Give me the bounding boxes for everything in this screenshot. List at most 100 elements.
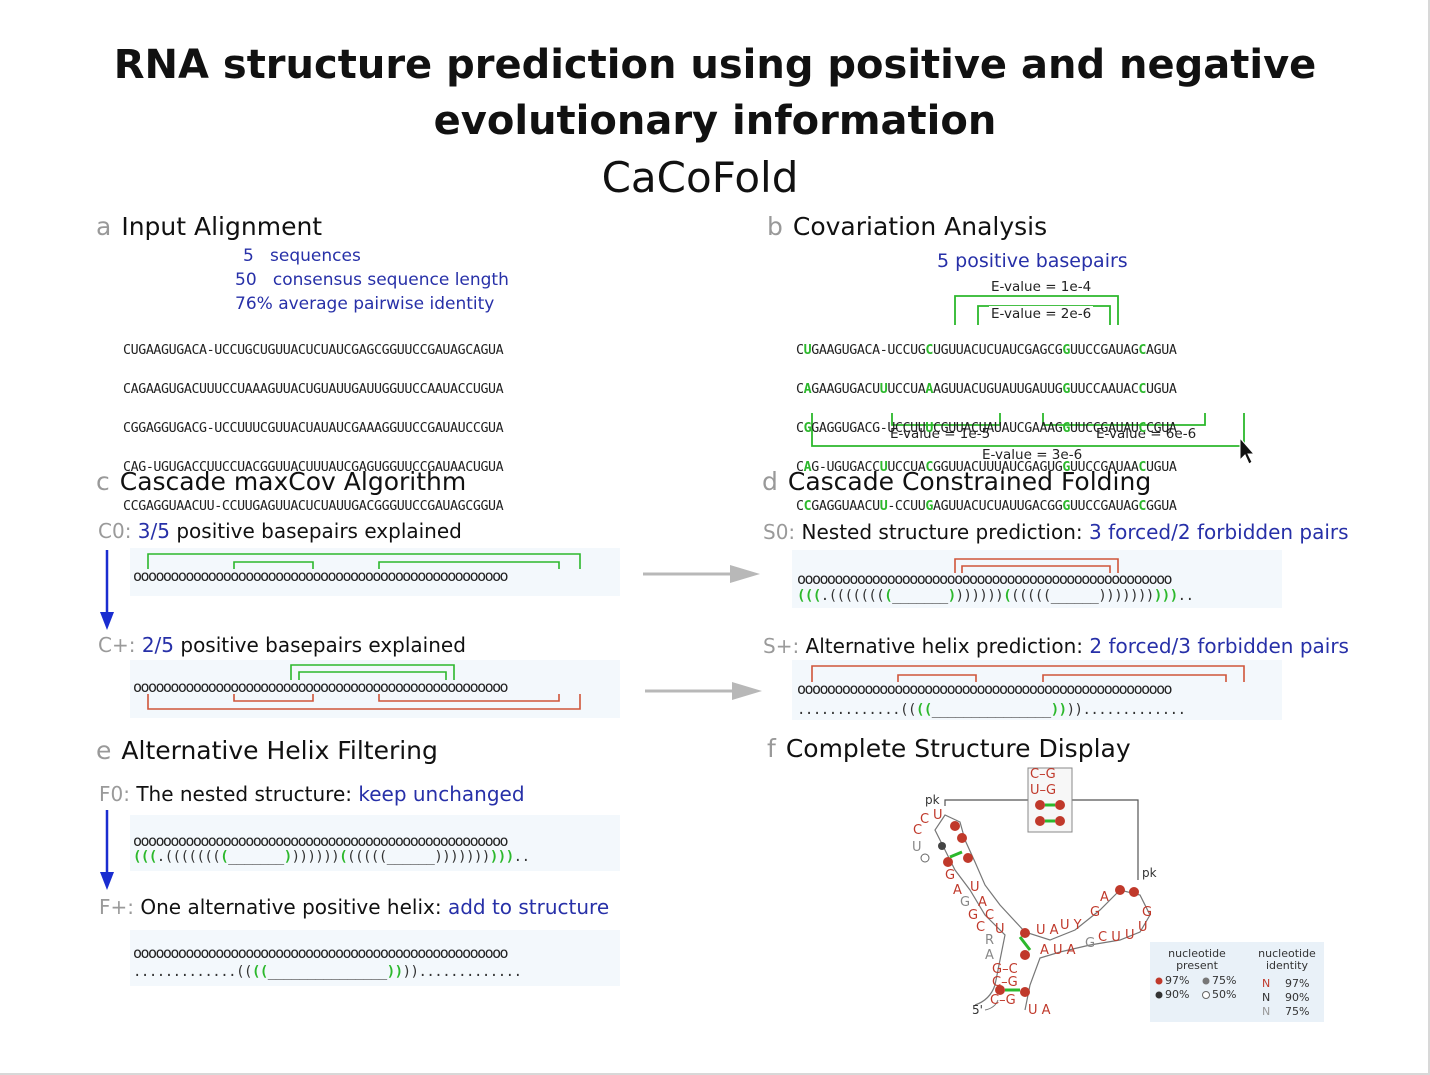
s0-tag: S0: [763, 520, 796, 544]
panel-a-title: Input Alignment [121, 212, 323, 241]
fplus-dotbracket: .............((((_______________))))....… [133, 964, 522, 980]
nt-label: G [1090, 905, 1101, 920]
cplus-label: C+: 2/5 positive basepairs explained [98, 633, 466, 657]
nt-label: G [960, 895, 971, 910]
stat-identity: 76% average pairwise identity [235, 294, 494, 314]
stat-sequences-num: 5 [243, 246, 254, 266]
alignment-b-row: CCGAGGUAACUU-CCUUGAGUUACUCUAUUGACGGGUUCC… [796, 498, 1177, 514]
evalue-1e-4: E-value = 1e-4 [989, 279, 1094, 295]
panel-b-title: Covariation Analysis [792, 212, 1048, 241]
nt-label: G [945, 868, 956, 883]
splus-text: Alternative helix prediction: [799, 634, 1090, 658]
splus-band [792, 660, 1282, 720]
alignment-b-row: CUGAAGUGACA-UCCUGCUGUUACUCUAUCGAGCGGUUCC… [796, 342, 1177, 358]
nt-label: A [953, 883, 962, 898]
fplus-label: F+: One alternative positive helix: add … [99, 895, 609, 919]
legend-present-90: 90% [1165, 988, 1190, 1001]
legend-present-97: 97% [1165, 974, 1190, 987]
f0-dotbracket: (((.((((((((_______)))))))((((((______))… [133, 849, 530, 865]
rna-dark-beads [938, 842, 946, 850]
nt-label: U [912, 840, 922, 855]
splus-label: S+: Alternative helix prediction: 2 forc… [763, 634, 1349, 658]
splus-dotbracket: .............((((_______________))))....… [797, 702, 1186, 718]
nt-label: G [1142, 905, 1153, 920]
alignment-a-row: CAG-UGUGACCUUCCUACGGUUACUUUAUCGAGUGGUUCC… [123, 459, 504, 475]
pk-helix-pairs [1045, 803, 1055, 823]
nt-label: U [1138, 920, 1148, 935]
nt-label: C [913, 823, 923, 838]
f0-tag: F0: [99, 782, 130, 806]
panel-d-letter: d [762, 467, 778, 496]
panel-e-heading: e Alternative Helix Filtering [96, 736, 438, 765]
alignment-b-row: CAGAAGUGACUUUCCUAAAGUUACUGUAUUGAUUGGUUCC… [796, 381, 1177, 397]
f0-action: keep unchanged [358, 782, 525, 806]
f0-label: F0: The nested structure: keep unchanged [99, 782, 525, 806]
fplus-band [130, 930, 620, 986]
nt-label: A [1100, 890, 1109, 905]
nt-label: C–G [992, 975, 1018, 990]
rna-five-prime-tick [984, 999, 999, 1011]
stat-length: 50 consensus sequence length [235, 270, 509, 290]
nt-label: C [976, 920, 986, 935]
legend-identity-n-97: N [1262, 977, 1271, 990]
nt-label: C [985, 908, 995, 923]
fplus-action: add to structure [447, 895, 610, 919]
nt-label: A [978, 895, 987, 910]
legend-present-title: nucleotide present [1168, 947, 1226, 972]
stat-sequences: 5 sequences [243, 246, 361, 266]
panel-b-heading: b Covariation Analysis [767, 212, 1047, 241]
s0-dotbracket: (((.((((((((_______)))))))((((((______))… [797, 588, 1194, 604]
s0-text: Nested structure prediction: [795, 520, 1089, 544]
alignment-a-row: CAGAAGUGACUUUCCUAAAGUUACUGUAUUGAUUGGUUCC… [123, 381, 504, 397]
panel-f-letter: f [767, 734, 776, 763]
c0-tag: C0: [98, 519, 132, 543]
nt-label: G [968, 908, 979, 923]
alignment-a: CUGAAGUGACA-UCCUGCUGUUACUCUAUCGAGCGGUUCC… [123, 321, 504, 536]
s0-beads: oooooooooooooooooooooooooooooooooooooooo… [797, 570, 1173, 588]
rna-open-beads [920, 853, 930, 863]
panel-c-letter: c [96, 467, 110, 496]
nt-label: R [985, 933, 995, 948]
positive-basepairs: 5 positive basepairs [937, 250, 1128, 272]
f0-text: The nested structure: [129, 782, 359, 806]
evalue-3e-6: E-value = 3e-6 [980, 447, 1085, 463]
nt-label: C U [1098, 930, 1121, 945]
pk-label-right: pk [1142, 866, 1157, 880]
stat-length-text: consensus sequence length [272, 270, 509, 290]
panel-e-title: Alternative Helix Filtering [121, 736, 438, 765]
s0-label: S0: Nested structure prediction: 3 force… [763, 520, 1349, 544]
rna-green-pairs [949, 850, 1032, 992]
cascade-down-arrow [100, 550, 114, 630]
nt-label: U–G [1030, 783, 1057, 798]
evalue-1e-5: E-value = 1e-5 [888, 426, 993, 442]
nt-label: C [920, 812, 930, 827]
pk-label-left: pk [925, 793, 940, 807]
nt-label: A U A [1040, 943, 1076, 958]
arc-top-outer [954, 295, 1119, 325]
fplus-text: One alternative positive helix: [134, 895, 448, 919]
legend-identity-n-90: N [1262, 991, 1271, 1004]
c0-label: C0: 3/5 positive basepairs explained [98, 519, 462, 543]
arc-bottom-outer [811, 413, 1245, 447]
splus-beads: oooooooooooooooooooooooooooooooooooooooo… [797, 680, 1173, 698]
panel-b-letter: b [767, 212, 783, 241]
f0-band [130, 815, 620, 871]
legend-identity-title: nucleotide identity [1258, 947, 1316, 972]
rna-backbone [934, 814, 1151, 1011]
evalue-6e-6: E-value = 6e-6 [1094, 426, 1199, 442]
nt-label: C–G [990, 993, 1016, 1008]
alignment-a-row: CGGAGGUGACG-UCCUUUCGUUACUAUAUCGAAAGGUUCC… [123, 420, 504, 436]
panel-d-heading: d Cascade Constrained Folding [762, 467, 1151, 496]
nt-label: U A [1036, 923, 1059, 938]
five-prime-label: 5' [972, 1003, 983, 1017]
nucleotide-legend [1150, 942, 1324, 1022]
nt-label: C–G [1030, 767, 1056, 782]
nt-label: U [1125, 928, 1135, 943]
cplus-fraction: 2/5 [141, 633, 175, 657]
cplus-text: positive basepairs explained [174, 633, 466, 657]
legend-identity-75: 75% [1285, 1005, 1310, 1018]
